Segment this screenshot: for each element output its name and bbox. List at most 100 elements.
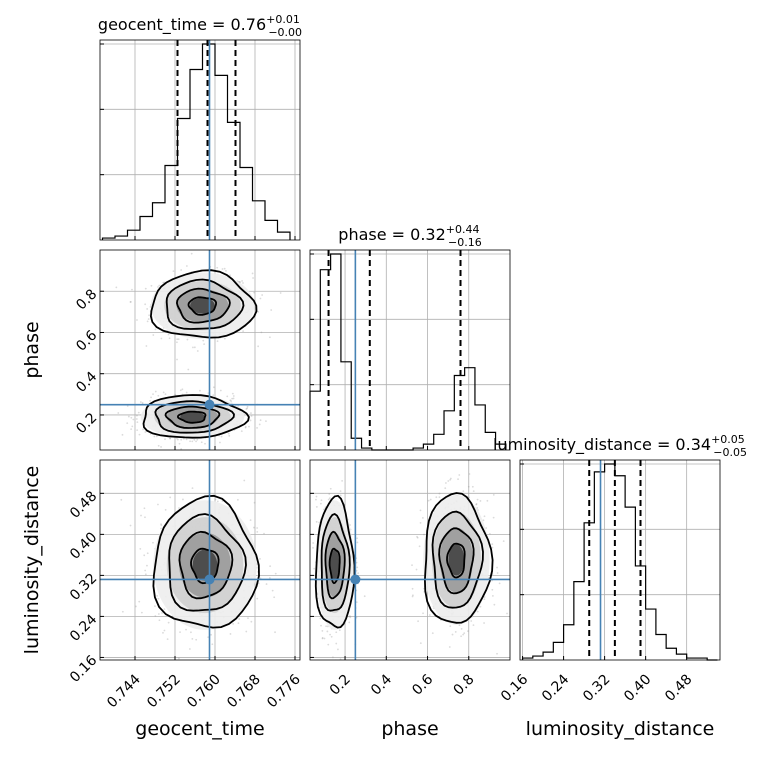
truth-marker	[204, 574, 215, 585]
sample-point	[326, 630, 329, 633]
sample-point	[191, 487, 194, 490]
sample-point	[315, 520, 318, 523]
x-tick-label: 0.744	[104, 671, 144, 711]
sample-point	[337, 648, 339, 651]
sample-point	[356, 537, 358, 540]
sample-point	[476, 610, 479, 613]
sample-point	[180, 438, 183, 441]
sample-point	[423, 533, 425, 536]
sample-point	[135, 605, 137, 608]
sample-point	[160, 523, 162, 526]
sample-point	[268, 336, 271, 339]
sample-point	[185, 391, 188, 394]
sample-point	[195, 638, 198, 641]
sample-point	[157, 503, 159, 506]
sample-point	[115, 286, 118, 289]
sample-point	[185, 438, 188, 441]
sample-point	[243, 479, 246, 482]
sample-point	[157, 444, 160, 447]
panel-frame	[99, 39, 301, 241]
sample-point	[356, 566, 359, 569]
sample-point	[475, 503, 478, 505]
density-level	[180, 411, 205, 423]
x-axis-label-geocent_time: geocent_time	[135, 718, 264, 740]
sample-point	[212, 394, 215, 397]
sample-point	[138, 600, 141, 603]
sample-point	[491, 546, 494, 549]
sample-point	[460, 635, 463, 638]
sample-point	[356, 541, 359, 544]
sample-point	[475, 503, 478, 506]
sample-point	[411, 587, 414, 590]
sample-point	[162, 631, 164, 634]
sample-point	[143, 507, 146, 510]
sample-point	[129, 301, 132, 303]
sample-point	[357, 572, 360, 575]
y-tick-label: 0.6	[73, 327, 100, 354]
sample-point	[488, 577, 490, 579]
sample-point	[421, 517, 424, 519]
histogram-phase	[309, 253, 507, 451]
contour-line	[324, 530, 346, 600]
sample-point	[454, 631, 457, 633]
sample-point	[257, 310, 260, 313]
sample-point	[176, 438, 179, 441]
sample-point	[154, 615, 157, 617]
sample-point	[166, 638, 169, 641]
sample-point	[164, 508, 167, 511]
sample-point	[146, 564, 148, 567]
sample-point	[154, 390, 157, 393]
sample-point	[320, 499, 323, 502]
sample-point	[483, 596, 486, 598]
sample-point	[241, 280, 243, 282]
sample-point	[457, 478, 459, 481]
sample-point	[259, 557, 261, 560]
sample-point	[196, 350, 199, 352]
sample-point	[415, 568, 418, 571]
sample-point	[339, 661, 341, 663]
contour-line	[168, 513, 247, 612]
sample-point	[256, 597, 259, 600]
x-tick-label: 0.16	[498, 671, 531, 704]
contour-line	[149, 269, 258, 339]
sample-point	[256, 530, 259, 533]
sample-point	[269, 565, 272, 568]
sample-point	[145, 345, 148, 347]
sample-point	[327, 643, 330, 646]
sample-point	[422, 612, 424, 615]
sample-point	[329, 633, 331, 636]
sample-point	[212, 386, 215, 389]
sample-point	[154, 605, 156, 607]
sample-point	[216, 500, 219, 503]
scatter-panel-geocent_time-luminosity_distance	[99, 459, 301, 661]
sample-point	[148, 314, 151, 317]
sample-point	[161, 612, 163, 614]
sample-point	[160, 446, 162, 448]
sample-point	[155, 435, 158, 438]
sample-point	[157, 613, 160, 615]
sample-point	[221, 268, 224, 270]
sample-point	[144, 516, 146, 519]
sample-point	[176, 341, 178, 344]
x-tick-label: 0.32	[580, 672, 613, 705]
sample-point	[121, 610, 124, 613]
x-tick-label: 0.8	[451, 672, 478, 699]
sample-point	[126, 422, 129, 425]
sample-point	[203, 343, 206, 346]
sample-point	[472, 624, 475, 626]
sample-point	[467, 630, 469, 633]
sample-point	[185, 265, 188, 267]
sample-point	[479, 605, 482, 608]
sample-point	[341, 479, 344, 482]
sample-point	[178, 657, 180, 660]
sample-point	[253, 526, 255, 529]
sample-point	[231, 392, 234, 395]
sample-point	[135, 418, 138, 420]
sample-point	[157, 394, 160, 397]
sample-point	[140, 611, 143, 614]
sample-point	[177, 338, 180, 341]
sample-point	[492, 516, 495, 519]
sample-point	[120, 498, 123, 501]
sample-point	[229, 633, 232, 635]
